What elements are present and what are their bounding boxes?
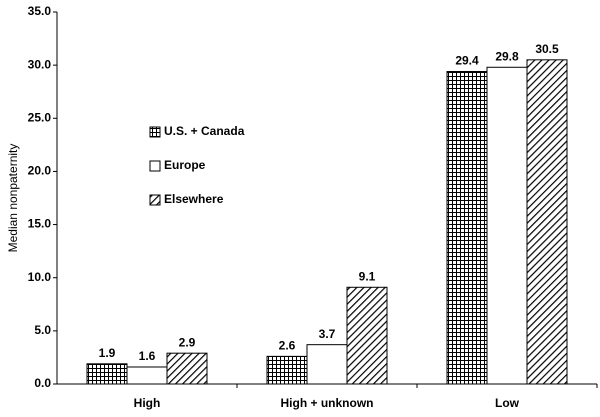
value-label: 9.1 bbox=[359, 269, 376, 283]
bar bbox=[266, 355, 308, 385]
value-label: 2.6 bbox=[279, 339, 296, 353]
legend-label: Europe bbox=[164, 158, 206, 172]
bar bbox=[486, 66, 528, 385]
y-tick-label: 10.0 bbox=[28, 270, 52, 284]
value-label: 3.7 bbox=[319, 327, 336, 341]
bar bbox=[526, 59, 568, 385]
y-tick-label: 0.0 bbox=[34, 376, 51, 390]
value-label: 2.9 bbox=[179, 335, 196, 349]
y-tick-label: 5.0 bbox=[34, 323, 51, 337]
bar bbox=[306, 344, 348, 385]
value-label: 1.9 bbox=[99, 346, 116, 360]
bar bbox=[126, 366, 168, 385]
value-label: 1.6 bbox=[139, 349, 156, 363]
x-tick-label: Low bbox=[495, 396, 520, 410]
legend-swatch bbox=[149, 194, 161, 206]
y-tick-label: 30.0 bbox=[28, 57, 52, 71]
value-label: 29.8 bbox=[495, 49, 519, 63]
legend-swatch bbox=[149, 126, 161, 138]
x-tick-label: High + unknown bbox=[281, 396, 374, 410]
y-tick-label: 15.0 bbox=[28, 217, 52, 231]
bar bbox=[346, 286, 388, 385]
y-tick-label: 35.0 bbox=[28, 4, 52, 18]
value-label: 29.4 bbox=[455, 54, 479, 68]
legend-label: Elsewhere bbox=[164, 192, 224, 206]
bar bbox=[446, 71, 488, 385]
y-tick-label: 25.0 bbox=[28, 110, 52, 124]
x-tick-label: High bbox=[134, 396, 161, 410]
y-tick-label: 20.0 bbox=[28, 164, 52, 178]
bar bbox=[166, 352, 208, 385]
y-axis-title: Median nonpaternity bbox=[6, 144, 20, 253]
value-label: 30.5 bbox=[535, 42, 559, 56]
legend-label: U.S. + Canada bbox=[164, 124, 245, 138]
bar bbox=[86, 363, 128, 385]
legend-swatch bbox=[149, 160, 161, 172]
